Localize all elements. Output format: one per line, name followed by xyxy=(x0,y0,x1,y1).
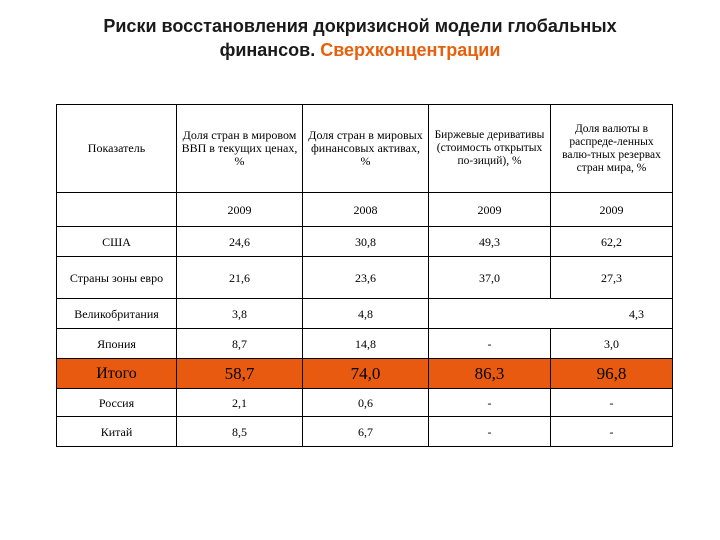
value-cell: 49,3 xyxy=(428,226,551,257)
year-cell: 2009 xyxy=(550,192,673,227)
header-gdp-share: Доля стран в мировом ВВП в текущих ценах… xyxy=(176,104,303,193)
value-cell: 37,0 xyxy=(428,256,551,299)
row-label: США xyxy=(56,226,177,257)
year-cell: 2009 xyxy=(428,192,551,227)
table-row: США 24,6 30,8 49,3 62,2 xyxy=(56,226,673,257)
value-cell: 24,6 xyxy=(176,226,303,257)
header-row: Показатель Доля стран в мировом ВВП в те… xyxy=(56,104,673,193)
title-line-2-plain: финансов. xyxy=(219,40,321,60)
title-accent: Сверхконцентрации xyxy=(320,40,501,60)
value-cell: 8,7 xyxy=(176,328,303,359)
year-cell: 2008 xyxy=(302,192,429,227)
table-row: Россия 2,1 0,6 - - xyxy=(56,388,673,417)
header-currency-reserves-share: Доля валюты в распреде-ленных валю-тных … xyxy=(550,104,673,193)
value-cell: 23,6 xyxy=(302,256,429,299)
table-row: Япония 8,7 14,8 - 3,0 xyxy=(56,328,673,359)
table-row: Страны зоны евро 21,6 23,6 37,0 27,3 xyxy=(56,256,673,299)
year-cell: 2009 xyxy=(176,192,303,227)
header-derivatives: Биржевые деривативы (стоимость открытых … xyxy=(428,104,551,193)
value-cell: 2,1 xyxy=(176,388,303,417)
row-label: Япония xyxy=(56,328,177,359)
value-cell: - xyxy=(428,328,551,359)
title-line-1: Риски восстановления докризисной модели … xyxy=(103,16,617,36)
row-label: Итого xyxy=(56,358,177,389)
value-cell: 86,3 xyxy=(428,358,551,389)
value-cell: - xyxy=(550,388,673,417)
value-cell: 0,6 xyxy=(302,388,429,417)
value-cell: 62,2 xyxy=(550,226,673,257)
row-label: Страны зоны евро xyxy=(56,256,177,299)
table-row: Китай 8,5 6,7 - - xyxy=(56,416,673,447)
value-cell: 4,8 xyxy=(302,298,429,329)
header-indicator: Показатель xyxy=(56,104,177,193)
value-cell: 6,7 xyxy=(302,416,429,447)
value-cell: 96,8 xyxy=(550,358,673,389)
row-label: Великобритания xyxy=(56,298,177,329)
value-cell: - xyxy=(428,388,551,417)
value-cell: 21,6 xyxy=(176,256,303,299)
table-row: Великобритания 3,8 4,8 4,3 xyxy=(56,298,673,329)
value-cell: - xyxy=(550,416,673,447)
years-row: 2009 2008 2009 2009 xyxy=(56,192,673,227)
years-empty-cell xyxy=(56,192,177,227)
row-label: Россия xyxy=(56,388,177,417)
value-cell-merged: 4,3 xyxy=(428,298,673,329)
value-cell: 27,3 xyxy=(550,256,673,299)
risk-table: Показатель Доля стран в мировом ВВП в те… xyxy=(56,104,673,447)
title-line-2: финансов. Сверхконцентрации xyxy=(0,38,720,62)
total-row: Итого 58,7 74,0 86,3 96,8 xyxy=(56,358,673,389)
value-cell: 74,0 xyxy=(302,358,429,389)
value-cell: - xyxy=(428,416,551,447)
value-cell: 30,8 xyxy=(302,226,429,257)
header-financial-assets-share: Доля стран в мировых финансовых активах,… xyxy=(302,104,429,193)
value-cell: 3,0 xyxy=(550,328,673,359)
slide-title: Риски восстановления докризисной модели … xyxy=(0,14,720,62)
value-cell: 3,8 xyxy=(176,298,303,329)
value-cell: 58,7 xyxy=(176,358,303,389)
value-cell: 8,5 xyxy=(176,416,303,447)
row-label: Китай xyxy=(56,416,177,447)
risk-table-container: Показатель Доля стран в мировом ВВП в те… xyxy=(56,104,673,447)
value-cell: 14,8 xyxy=(302,328,429,359)
